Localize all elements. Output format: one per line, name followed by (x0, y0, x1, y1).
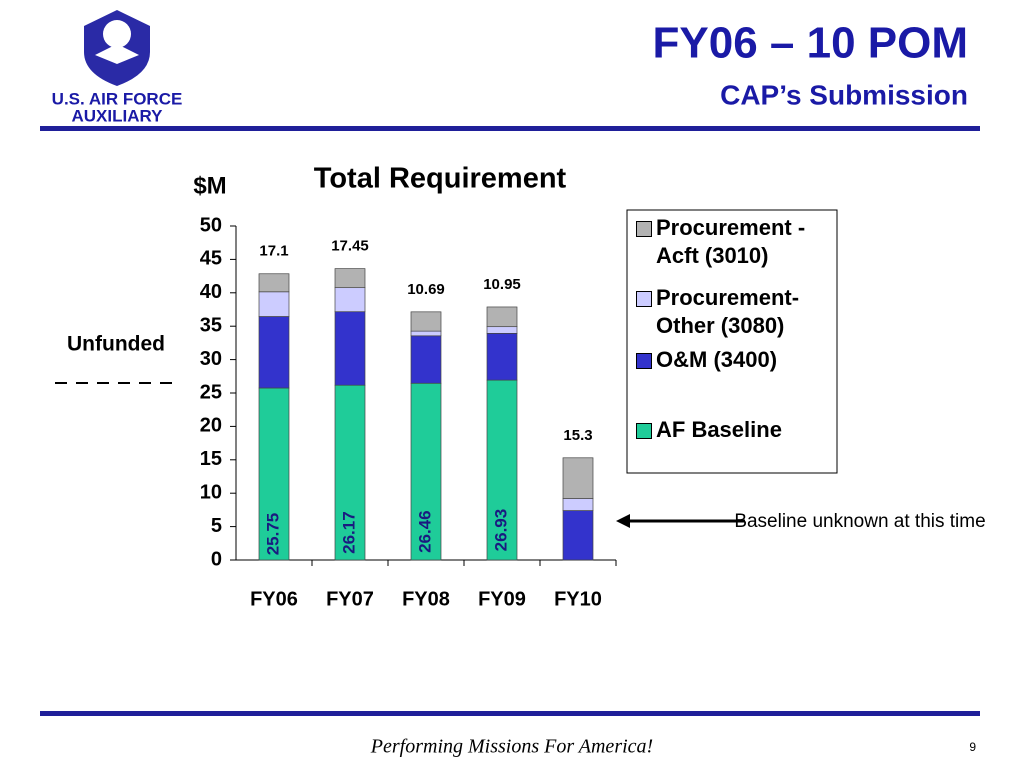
y-tick-label: 25 (200, 381, 222, 403)
bar-segment (258, 316, 290, 389)
y-tick-label: 10 (200, 481, 222, 503)
value-label: 26.46 (415, 510, 434, 553)
legend-box (626, 209, 838, 474)
value-label: 26.17 (339, 511, 358, 554)
bar-segment (334, 268, 366, 289)
y-axis-label: $M (193, 172, 226, 199)
legend-swatch (636, 353, 652, 369)
y-tick-label: 0 (211, 548, 222, 570)
slide-subtitle: CAP’s Submission (720, 79, 968, 110)
x-tick-label: FY08 (402, 588, 450, 610)
footer-text: Performing Missions For America! (370, 736, 653, 758)
bar-segment (258, 273, 290, 293)
y-tick-label: 30 (200, 348, 222, 370)
value-label: 26.93 (491, 509, 510, 552)
bar-segment (410, 382, 442, 561)
total-label: 17.1 (259, 243, 288, 260)
legend-label: Procurement - Acft (3010) (656, 215, 806, 268)
slide-title: FY06 – 10 POM (653, 19, 968, 68)
x-tick-label: FY10 (554, 588, 602, 610)
total-label: 10.69 (407, 281, 445, 298)
bar-segment (258, 387, 290, 561)
y-tick-label: 15 (200, 448, 222, 470)
bar-segment (486, 306, 518, 328)
bar-segment (258, 291, 290, 317)
y-tick-label: 50 (200, 214, 222, 236)
page-number: 9 (969, 740, 976, 754)
annotation: Baseline unknown at this time (734, 511, 985, 532)
legend-label: Procurement-Other (3080) (656, 285, 800, 338)
header-rule (40, 126, 980, 131)
logo-emblem (84, 10, 150, 86)
bar-segment (334, 384, 366, 561)
bar-segment (486, 332, 518, 381)
annotation: Unfunded (67, 333, 165, 356)
x-tick-label: FY09 (478, 588, 526, 610)
arrow-head (616, 514, 630, 528)
bar-segment (486, 326, 518, 334)
bar-segment (562, 498, 594, 511)
legend-swatch (636, 291, 652, 307)
total-label: 10.95 (483, 276, 521, 293)
footer-rule (40, 711, 980, 716)
y-tick-label: 45 (200, 248, 222, 270)
total-label: 17.45 (331, 238, 369, 255)
y-tick-label: 5 (211, 515, 222, 537)
legend-label: AF Baseline (656, 417, 782, 442)
legend-label: O&M (3400) (656, 347, 778, 372)
total-label: 15.3 (563, 427, 592, 444)
x-tick-label: FY06 (250, 588, 298, 610)
y-tick-label: 35 (200, 314, 222, 336)
bar-segment (334, 287, 366, 313)
bar-segment (410, 311, 442, 332)
value-label: 25.75 (263, 513, 282, 556)
y-tick-label: 40 (200, 281, 222, 303)
logo-text: AUXILIARY (72, 106, 164, 125)
bar-segment (334, 311, 366, 386)
legend-swatch (636, 423, 652, 439)
y-tick-label: 20 (200, 415, 222, 437)
bar-segment (410, 330, 442, 337)
bar-segment (410, 335, 442, 384)
x-tick-label: FY07 (326, 588, 374, 610)
chart-title: Total Requirement (314, 163, 567, 195)
legend-swatch (636, 221, 652, 237)
logo-text: U.S. AIR FORCE (52, 89, 183, 108)
bar-segment (562, 510, 594, 561)
bar-segment (562, 457, 594, 499)
